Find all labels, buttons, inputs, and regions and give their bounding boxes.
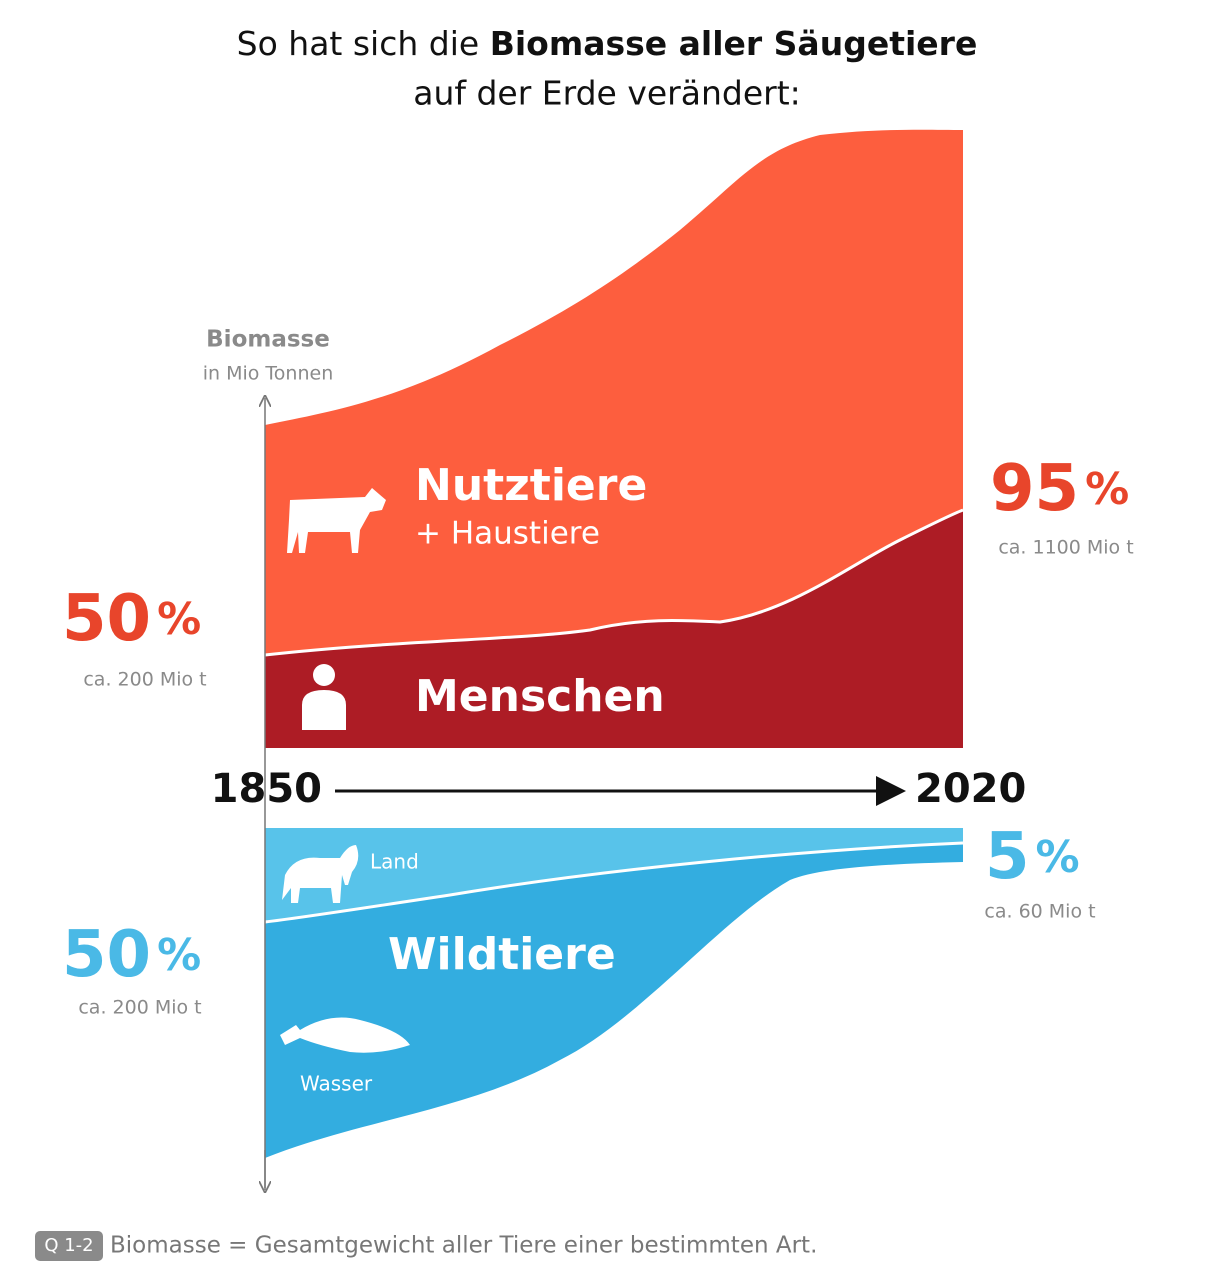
- wild-amount-1850: ca. 200 Mio t: [78, 997, 201, 1019]
- title-line-1: So hat sich die Biomasse aller Säugetier…: [237, 24, 978, 63]
- percent-sign: %: [157, 594, 201, 645]
- separator-line: [264, 508, 964, 657]
- domestic-share-2020: 95%: [990, 452, 1129, 526]
- land-area: [265, 828, 963, 922]
- water-label: Wasser: [300, 1072, 373, 1096]
- footer-badge-bg: [35, 1231, 103, 1261]
- percent-sign: %: [1085, 464, 1129, 515]
- domestic-share-1850: 50%: [62, 582, 201, 656]
- axis-label: Biomasse: [206, 327, 330, 353]
- end-year: 2020: [915, 766, 1026, 812]
- domestic-label: Nutztiere: [415, 460, 647, 511]
- wild-share-2020: 5%: [985, 820, 1080, 894]
- water-area: [265, 843, 963, 1158]
- footer-badge: Q 1-2: [44, 1235, 93, 1256]
- wild-share-1850: 50%: [62, 918, 201, 992]
- share-number: 50: [62, 582, 151, 656]
- separator-line: [264, 841, 964, 924]
- domestic-amount-1850: ca. 200 Mio t: [83, 669, 206, 691]
- title-text: So hat sich die: [237, 24, 490, 63]
- percent-sign: %: [157, 930, 201, 981]
- title-bold: Biomasse aller Säugetiere: [490, 24, 978, 63]
- humans-label: Menschen: [415, 671, 665, 722]
- wild-label: Wildtiere: [388, 929, 616, 980]
- cow-icon: [287, 488, 386, 553]
- share-number: 5: [985, 820, 1030, 894]
- person-icon: [302, 664, 346, 730]
- domestic-sublabel: + Haustiere: [415, 516, 600, 552]
- land-label: Land: [370, 850, 419, 874]
- wild-amount-2020: ca. 60 Mio t: [984, 901, 1095, 923]
- title-line-2: auf der Erde verändert:: [413, 74, 801, 113]
- share-number: 95: [990, 452, 1079, 526]
- human-area: [265, 510, 963, 748]
- share-number: 50: [62, 918, 151, 992]
- whale-icon: [280, 1017, 410, 1053]
- axis-unit: in Mio Tonnen: [203, 363, 334, 385]
- elephant-icon: [282, 845, 359, 903]
- domestic-area: [265, 129, 963, 748]
- domestic-amount-2020: ca. 1100 Mio t: [998, 537, 1133, 559]
- start-year: 1850: [211, 766, 322, 812]
- percent-sign: %: [1036, 832, 1080, 883]
- footer-note: Biomasse = Gesamtgewicht aller Tiere ein…: [110, 1233, 817, 1259]
